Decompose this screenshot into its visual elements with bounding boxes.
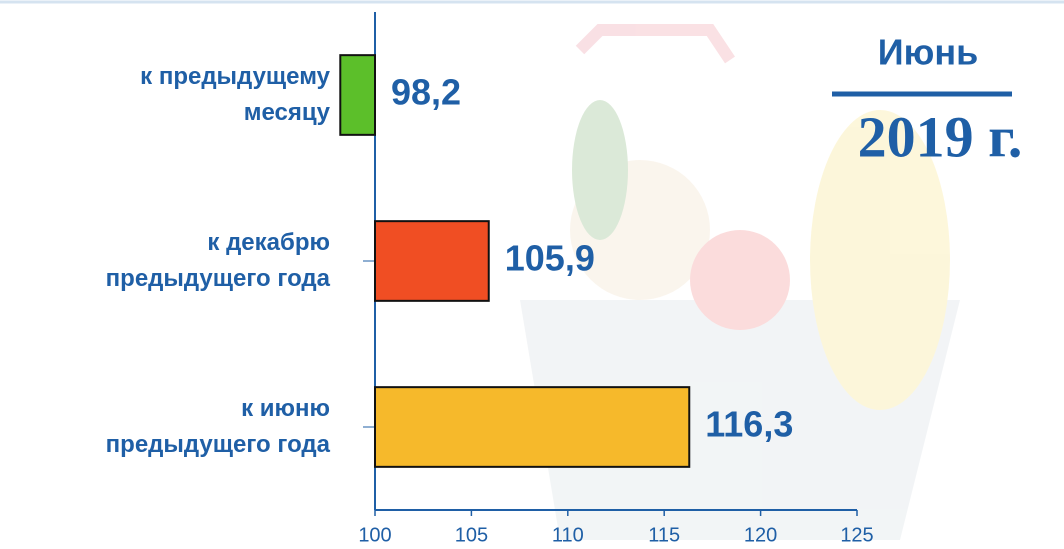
x-tick-label: 120 xyxy=(744,524,777,546)
subtitle: 2019 г. xyxy=(858,104,1023,169)
category-label: к предыдущему месяцу xyxy=(0,59,330,131)
value-label: 98,2 xyxy=(391,72,461,113)
bar xyxy=(340,55,375,135)
bar xyxy=(375,221,489,301)
x-tick-label: 125 xyxy=(840,524,873,546)
title: Июнь xyxy=(878,32,979,73)
value-label: 105,9 xyxy=(505,238,595,279)
x-tick-label: 110 xyxy=(552,524,584,546)
x-tick-label: 105 xyxy=(455,524,488,546)
bar xyxy=(375,387,689,467)
value-label: 116,3 xyxy=(705,404,793,445)
page: Июнь 2019 г. 100 105 110 115 120 125 98,2 105,9… xyxy=(0,0,1064,549)
x-tick-label: 115 xyxy=(648,524,680,546)
x-tick-label: 100 xyxy=(358,524,391,546)
category-label: к июню предыдущего года xyxy=(0,391,330,463)
category-label: к декабрю предыдущего года xyxy=(0,225,330,297)
